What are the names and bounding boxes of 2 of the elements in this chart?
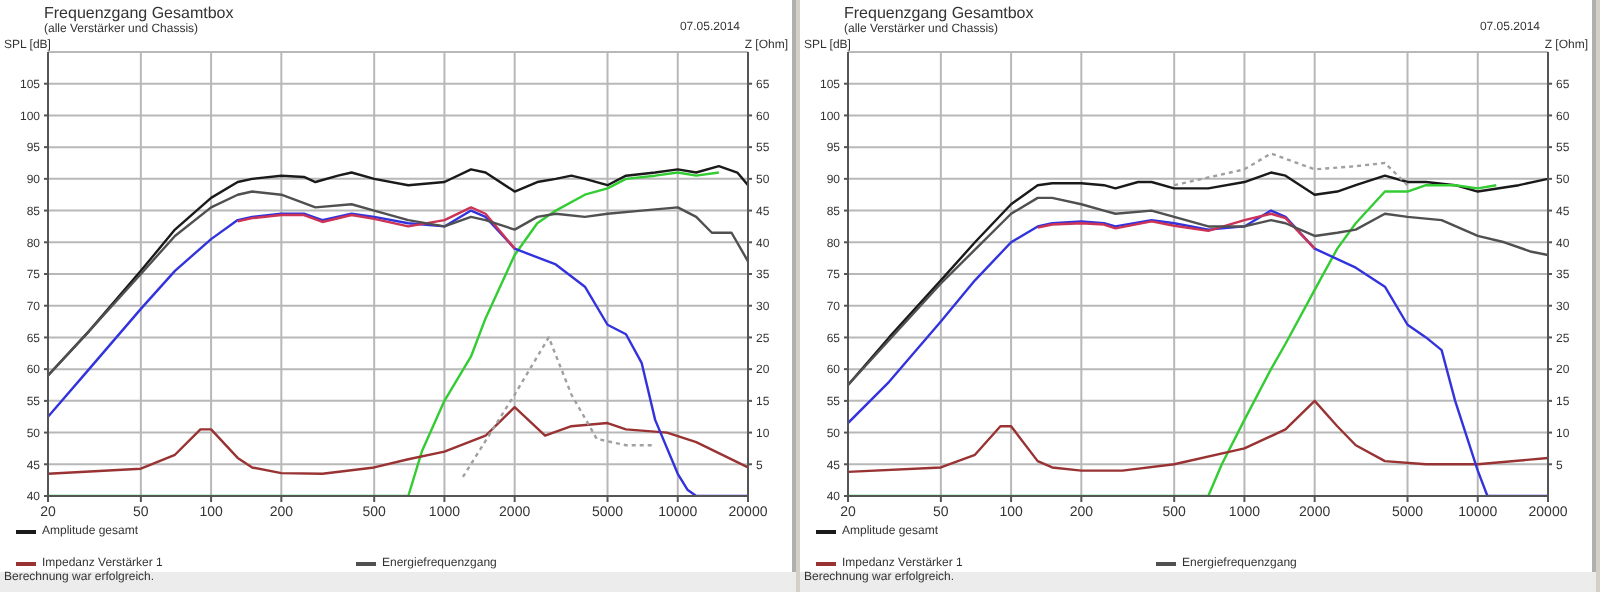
chart-title: Frequenzgang Gesamtbox (844, 4, 1034, 22)
chart-title: Frequenzgang Gesamtbox (44, 4, 234, 22)
